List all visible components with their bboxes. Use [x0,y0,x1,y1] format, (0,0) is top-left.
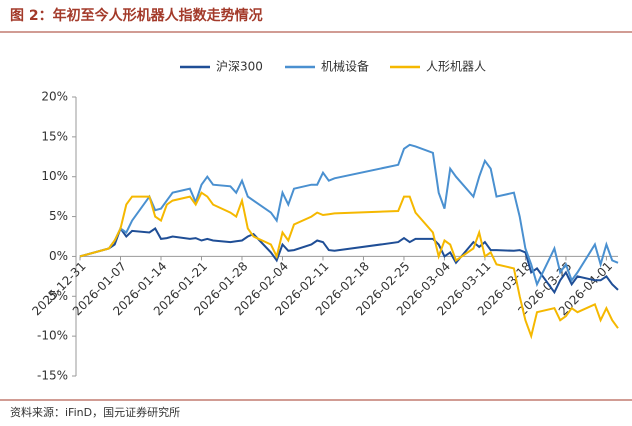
series-line [79,143,619,288]
source: 资料来源：iFinD，国元证券研究所 [10,405,180,419]
y-tick-label: 0% [49,249,68,263]
y-tick-label: -5% [45,289,68,303]
y-tick-label: 20% [41,90,68,104]
series-line [79,191,619,340]
chart-title: 图 2：年初至今人形机器人指数走势情况 [10,7,263,24]
legend-label: 人形机器人 [426,60,486,74]
series-line [79,226,619,295]
legend-label: 沪深300 [216,60,263,74]
y-tick-label: -10% [37,329,68,343]
legend-label: 机械设备 [321,59,369,74]
y-tick-label: 15% [41,129,68,143]
y-tick-label: 10% [41,169,68,183]
y-tick-label: -15% [37,369,68,383]
y-tick-label: 5% [49,209,68,223]
